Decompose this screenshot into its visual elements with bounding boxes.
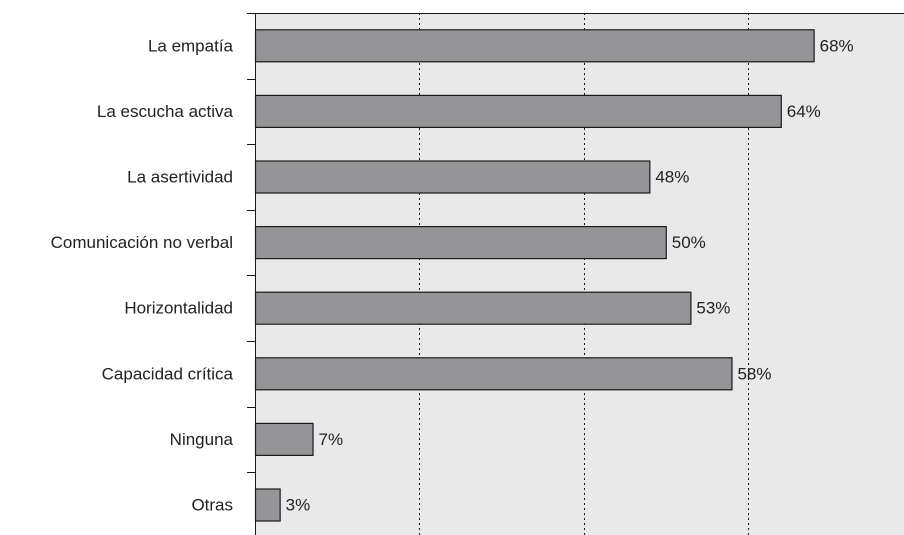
category-label: La empatía [148,36,234,55]
bar-5 [254,357,733,391]
value-label: 3% [286,496,311,515]
category-label: Comunicación no verbal [51,233,233,252]
bar-6 [254,422,314,456]
value-label: 50% [672,233,706,252]
value-label: 58% [737,364,771,383]
bars [254,29,815,522]
value-label: 53% [696,299,730,318]
category-label: Ninguna [170,430,234,449]
category-label: Horizontalidad [124,299,233,318]
bar-7 [254,488,281,522]
category-label: La escucha activa [97,102,234,121]
bar-2 [254,160,651,194]
y-axis-ticks [247,13,255,473]
category-labels: La empatía La escucha activa La asertivida… [51,36,234,514]
category-label: La asertividad [127,168,233,187]
category-label: Otras [191,496,233,515]
value-label: 64% [787,102,821,121]
value-label: 48% [655,168,689,187]
bar-0 [254,29,815,63]
value-label: 68% [820,36,854,55]
bar-4 [254,291,692,325]
plot-background [255,13,904,535]
category-label: Capacidad crítica [102,364,234,383]
value-label: 7% [319,430,344,449]
bar-1 [254,94,782,129]
bar-3 [254,226,667,260]
value-labels: 68% 64% 48% 50% 53% 58% 7% 3% [286,36,854,514]
